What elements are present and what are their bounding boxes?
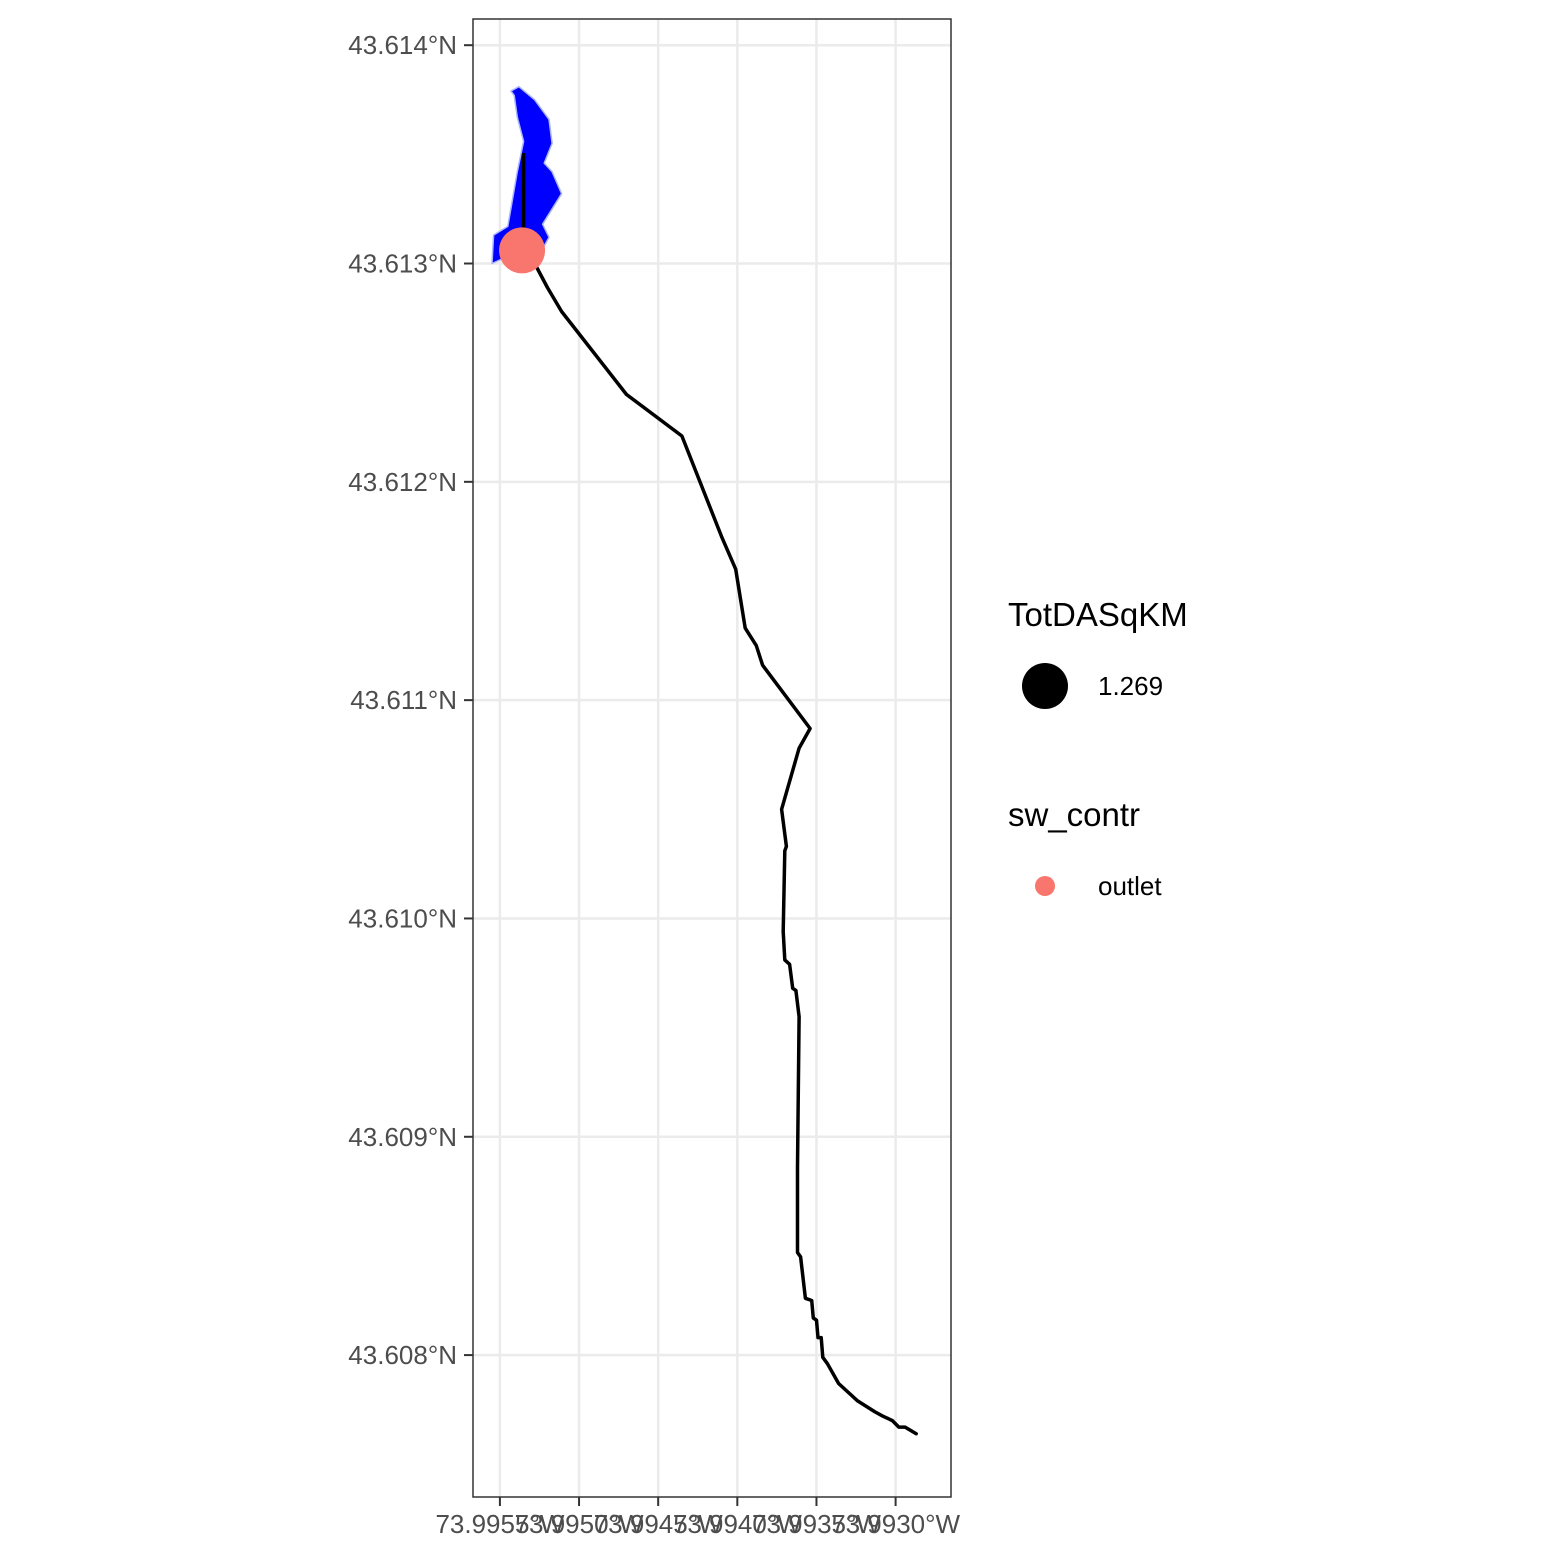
x-tick-label: 73.9940°W (673, 1509, 802, 1539)
flowline-path (520, 152, 918, 1436)
y-tick-label: 43.614°N (348, 30, 457, 60)
panel-border (472, 18, 952, 1498)
flowline-layer (520, 152, 918, 1436)
legend-title-TotDASqKM: TotDASqKM (1008, 596, 1188, 633)
y-tick-label: 43.612°N (348, 467, 457, 497)
legend-title-sw_contr: sw_contr (1008, 796, 1140, 833)
grid-lines (473, 19, 951, 1497)
legend-key-outlet (1035, 876, 1055, 896)
axes: 43.614°N 43.613°N 43.612°N 43.611°N 43.610°N… (348, 30, 960, 1539)
x-tick-label: 73.9955°W (435, 1509, 564, 1539)
y-tick-label: 43.608°N (348, 1340, 457, 1370)
x-tick-label: 73.9930°W (831, 1509, 960, 1539)
x-tick-label: 73.9950°W (515, 1509, 644, 1539)
legend-label: 1.269 (1098, 671, 1163, 701)
x-tick-label: 73.9935°W (752, 1509, 881, 1539)
y-tick-label: 43.609°N (348, 1122, 457, 1152)
outlet-layer (499, 227, 546, 274)
legend-label: outlet (1098, 871, 1162, 901)
y-tick-label: 43.611°N (350, 685, 457, 715)
y-tick-label: 43.613°N (348, 249, 457, 279)
outlet-point (499, 227, 546, 274)
y-tick-label: 43.610°N (348, 903, 457, 933)
legend-key-1.269 (1022, 663, 1068, 709)
panel-background (473, 19, 951, 1497)
x-tick-label: 73.9945°W (594, 1509, 723, 1539)
